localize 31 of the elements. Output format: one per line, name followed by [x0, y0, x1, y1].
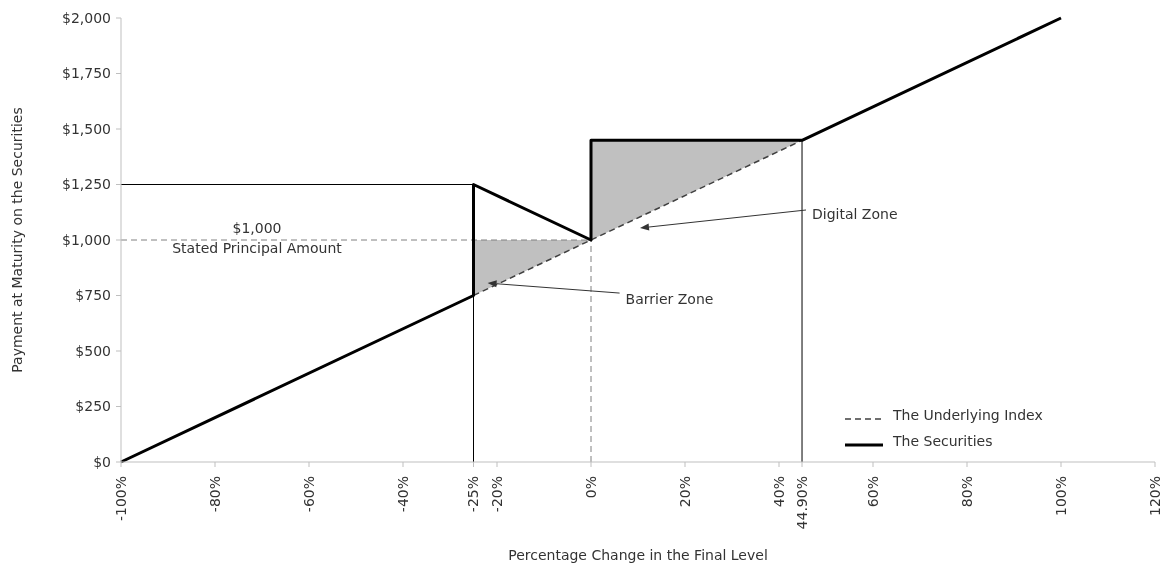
- x-tick-label: 60%: [864, 476, 881, 508]
- x-tick-label: 100%: [1052, 476, 1069, 517]
- y-tick-label: $250: [75, 398, 111, 415]
- annotation: $1,000: [232, 219, 282, 236]
- legend-label: The Securities: [892, 432, 993, 449]
- x-tick-label: -20%: [488, 476, 505, 513]
- y-tick-label: $2,000: [62, 9, 111, 26]
- x-tick-label: -40%: [394, 476, 411, 513]
- x-tick-label: 120%: [1146, 476, 1162, 517]
- x-tick-label: 20%: [676, 476, 693, 508]
- y-tick-label: $1,250: [62, 176, 111, 193]
- y-tick-label: $1,500: [62, 120, 111, 137]
- y-tick-label: $1,000: [62, 231, 111, 248]
- annotation: Digital Zone: [812, 205, 898, 222]
- y-tick-label: $0: [93, 453, 111, 470]
- x-tick-label: -60%: [300, 476, 317, 513]
- x-axis-title: Percentage Change in the Final Level: [508, 547, 768, 563]
- annotation: Stated Principal Amount: [172, 239, 343, 256]
- y-tick-label: $750: [75, 287, 111, 304]
- x-tick-label: 44.90%: [793, 476, 810, 530]
- x-tick-label: -80%: [206, 476, 223, 513]
- x-tick-label: 40%: [770, 476, 787, 508]
- x-tick-label: -25%: [465, 476, 482, 513]
- x-tick-label: -100%: [112, 476, 129, 522]
- y-tick-label: $500: [75, 342, 111, 359]
- y-tick-label: $1,750: [62, 65, 111, 82]
- x-tick-label: 80%: [958, 476, 975, 508]
- x-tick-label: 0%: [582, 476, 599, 499]
- legend-label: The Underlying Index: [892, 406, 1043, 423]
- annotation: Barrier Zone: [625, 290, 714, 307]
- y-axis-title: Payment at Maturity on the Securities: [9, 107, 25, 373]
